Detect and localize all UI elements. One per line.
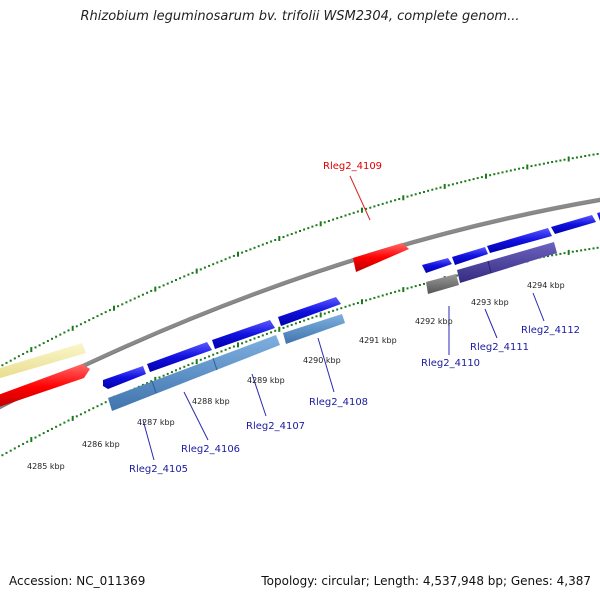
outer-tick-track xyxy=(1,153,599,367)
gene-label-4108[interactable]: Rleg2_4108 xyxy=(309,397,368,408)
cds-bar-4110[interactable] xyxy=(426,274,459,294)
gene-label-4106[interactable]: Rleg2_4106 xyxy=(181,444,240,455)
kbp-label: 4290 kbp xyxy=(303,356,341,365)
feature-pale-left[interactable] xyxy=(0,343,86,381)
gene-arrow-4111b[interactable] xyxy=(487,228,552,253)
gene-label-4112[interactable]: Rleg2_4112 xyxy=(521,325,580,336)
kbp-label: 4293 kbp xyxy=(471,298,509,307)
gene-label-4110[interactable]: Rleg2_4110 xyxy=(421,358,480,369)
gene-arrow-4107[interactable] xyxy=(212,320,275,349)
feature-red-left[interactable] xyxy=(0,364,90,410)
genome-backbone-shadow xyxy=(0,201,600,410)
kbp-label: 4289 kbp xyxy=(247,376,285,385)
gene-label-4105[interactable]: Rleg2_4105 xyxy=(129,464,188,475)
gene-arrow-4112[interactable] xyxy=(551,215,596,234)
genome-summary-text: Topology: circular; Length: 4,537,948 bp… xyxy=(261,574,591,588)
kbp-label: 4285 kbp xyxy=(27,462,65,471)
cds-bar-4111-4112[interactable] xyxy=(457,242,557,283)
gene-label-4107[interactable]: Rleg2_4107 xyxy=(246,421,305,432)
gene-arrow-4111a[interactable] xyxy=(452,247,488,265)
leader-lines xyxy=(142,292,545,461)
kbp-label: 4286 kbp xyxy=(82,440,120,449)
gene-label-4111[interactable]: Rleg2_4111 xyxy=(470,342,529,353)
kbp-label: 4294 kbp xyxy=(527,281,565,290)
gene-arrow-4109[interactable] xyxy=(353,243,409,272)
kbp-label: 4292 kbp xyxy=(415,317,453,326)
accession-text: Accession: NC_011369 xyxy=(9,574,146,588)
kbp-label: 4287 kbp xyxy=(137,418,175,427)
leader-line-4109 xyxy=(349,175,371,221)
kbp-label: 4288 kbp xyxy=(192,397,230,406)
cds-bar-4108[interactable] xyxy=(283,314,345,344)
kbp-label: 4291 kbp xyxy=(359,336,397,345)
gene-arrow-edge[interactable] xyxy=(597,210,600,221)
cds-bar-4105-4107[interactable] xyxy=(108,335,280,411)
gene-label-4109[interactable]: Rleg2_4109 xyxy=(323,161,382,172)
gene-arrow-4105[interactable] xyxy=(103,366,146,389)
gene-arrow-4110[interactable] xyxy=(422,258,452,273)
genome-title: Rhizobium leguminosarum bv. trifolii WSM… xyxy=(80,9,520,24)
gene-arrow-4108[interactable] xyxy=(278,297,341,326)
gene-arrow-4106[interactable] xyxy=(147,342,212,372)
